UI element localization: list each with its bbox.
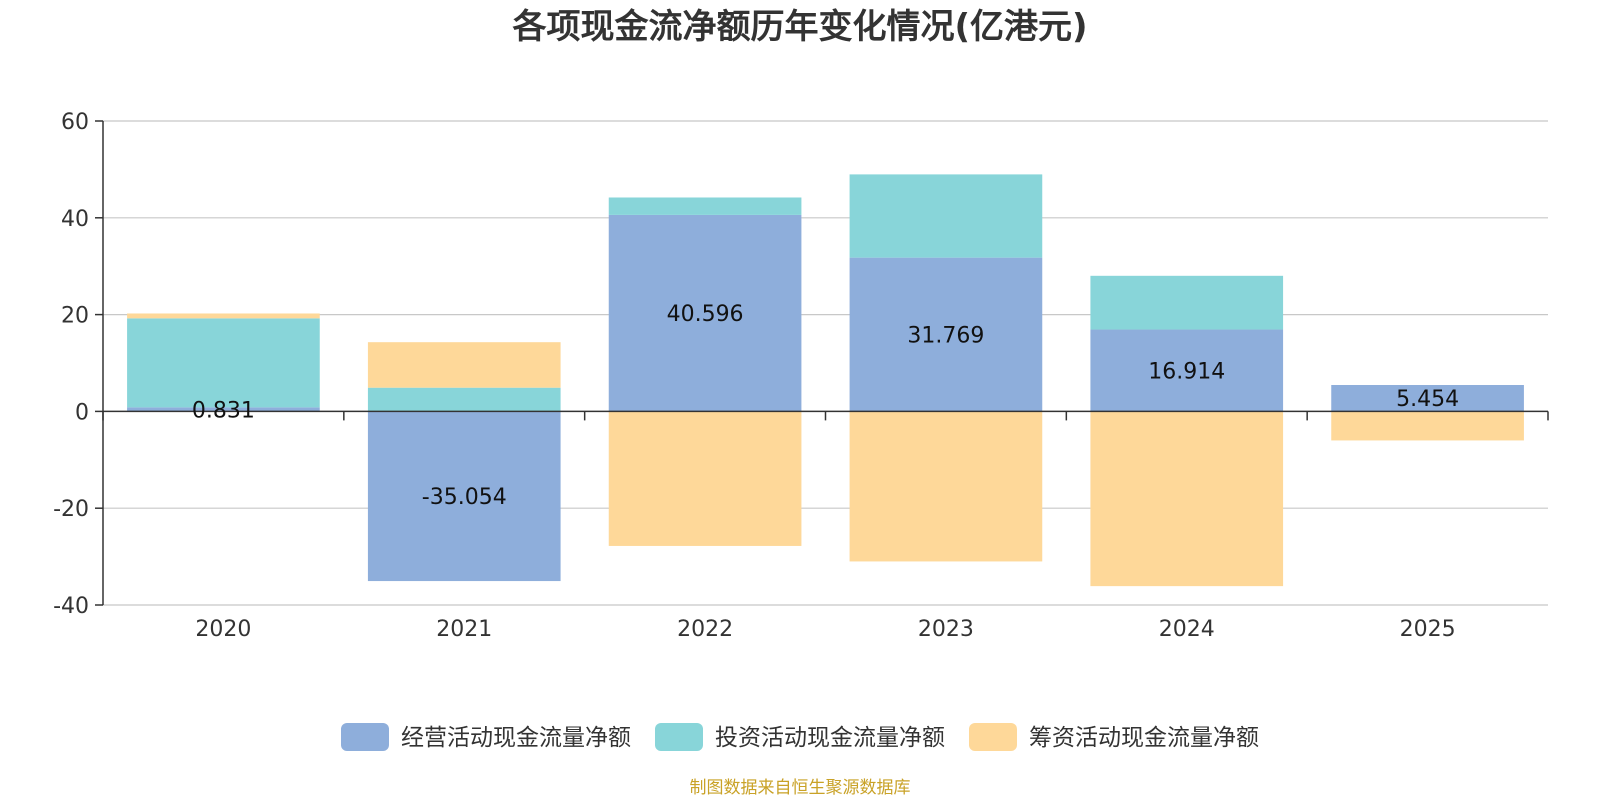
bar-2020-series-2 bbox=[127, 318, 320, 408]
bar-2022-series-1 bbox=[608, 214, 802, 412]
source-note: 制图数据来自恒生聚源数据库 bbox=[690, 778, 911, 798]
x-tick-label-2023: 2023 bbox=[918, 617, 974, 642]
bar-2021-series-2 bbox=[367, 387, 561, 412]
y-tick-label: 40 bbox=[61, 207, 89, 232]
data-label-2020: 0.831 bbox=[192, 398, 255, 423]
legend-swatch-1 bbox=[341, 723, 389, 751]
bar-2020-series-1 bbox=[127, 407, 320, 412]
bar-2023-series-3 bbox=[849, 411, 1043, 562]
bar-2025-series-1 bbox=[1331, 385, 1524, 412]
data-labels: 0.831 -35.054 40.596 31.769 16.914 5.454 bbox=[192, 302, 1459, 510]
data-label-2021: -35.054 bbox=[422, 485, 507, 510]
data-label-2023: 31.769 bbox=[907, 324, 984, 349]
legend-label-2: 投资活动现金流量净额 bbox=[715, 725, 945, 751]
bar-2022-series-2 bbox=[608, 197, 802, 215]
chart-title: 各项现金流净额历年变化情况(亿港元) bbox=[512, 7, 1087, 47]
x-tick-label-2022: 2022 bbox=[677, 617, 733, 642]
data-label-2024: 16.914 bbox=[1148, 359, 1225, 384]
bar-2021-series-3 bbox=[367, 342, 561, 388]
y-tick-label: 60 bbox=[61, 110, 89, 135]
bar-2020-series-3 bbox=[127, 313, 320, 319]
bar-2023-series-2 bbox=[849, 174, 1043, 258]
x-tick-label-2024: 2024 bbox=[1159, 617, 1215, 642]
y-tick-label: -40 bbox=[53, 594, 89, 619]
axes: 60 40 20 0 -20 -40 2020 2021 2022 2023 2024 2025 bbox=[53, 110, 1549, 642]
legend-swatch-3 bbox=[969, 723, 1017, 751]
bar-2024-series-2 bbox=[1090, 275, 1284, 330]
legend-swatch-2 bbox=[655, 723, 703, 751]
y-tick-label: -20 bbox=[53, 497, 89, 522]
bar-2024-series-3 bbox=[1090, 411, 1284, 587]
bar-2023-series-1 bbox=[849, 257, 1043, 412]
x-tick-label-2021: 2021 bbox=[436, 617, 492, 642]
legend-label-1: 经营活动现金流量净额 bbox=[401, 725, 631, 751]
y-tick-label: 20 bbox=[61, 304, 89, 329]
bar-2024-series-1 bbox=[1090, 329, 1284, 412]
legend-label-3: 筹资活动现金流量净额 bbox=[1029, 725, 1259, 751]
data-label-2022: 40.596 bbox=[667, 302, 744, 327]
bar-2021-series-1 bbox=[367, 411, 561, 582]
x-tick-label-2025: 2025 bbox=[1400, 617, 1456, 642]
x-tick-label-2020: 2020 bbox=[195, 617, 251, 642]
bar-2025-series-3 bbox=[1331, 411, 1524, 441]
bars bbox=[127, 174, 1524, 587]
data-label-2025: 5.454 bbox=[1396, 387, 1459, 412]
legend: 经营活动现金流量净额 投资活动现金流量净额 筹资活动现金流量净额 bbox=[341, 723, 1259, 751]
grid-lines bbox=[103, 120, 1548, 606]
y-tick-label: 0 bbox=[75, 400, 89, 425]
bar-2022-series-3 bbox=[608, 411, 802, 546]
